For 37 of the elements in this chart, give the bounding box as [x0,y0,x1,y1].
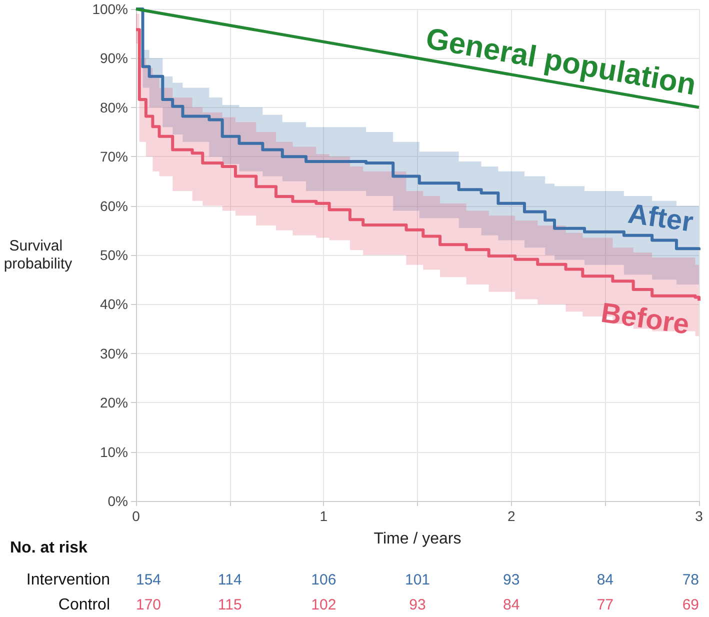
y-tick-label: 80% [100,99,128,116]
y-tick-label: 50% [100,247,128,263]
text: General population [423,22,698,102]
x-tick-label: 3 [695,508,704,524]
text: After [626,198,696,238]
text: 78 [682,572,699,588]
y-tick-label: 10% [100,444,128,460]
y-tick-label: 30% [100,345,128,362]
text: Intervention [26,572,110,588]
y-tick-label: 70% [100,148,128,165]
text: 106 [311,572,336,588]
text: Before [599,296,692,340]
text: No. at risk [10,540,88,556]
y-tick-label: 20% [100,394,128,411]
y-tick-label: 100% [92,1,128,17]
text: 154 [136,572,162,588]
text: 115 [218,596,242,614]
y-tick-label: 0% [108,493,128,509]
y-tick-label: 90% [100,50,128,66]
text: 77 [596,596,614,614]
text: 93 [409,596,426,614]
text: 101 [404,572,430,588]
x-tick-label: 2 [507,508,516,524]
x-tick-label: 0 [132,508,140,524]
text: 69 [682,596,699,614]
text: 114 [218,572,242,588]
x-axis-title: Time / years [374,530,462,548]
text: 84 [502,596,520,614]
text: 93 [502,572,520,588]
y-tick-label: 40% [100,296,128,312]
text: 102 [311,596,336,614]
text: Control [58,596,110,614]
x-tick-label: 1 [320,508,328,524]
text: 170 [136,596,162,614]
y-tick-label: 60% [100,198,128,214]
y-axis-title: Survival probability [4,238,73,272]
text: 84 [596,572,614,588]
